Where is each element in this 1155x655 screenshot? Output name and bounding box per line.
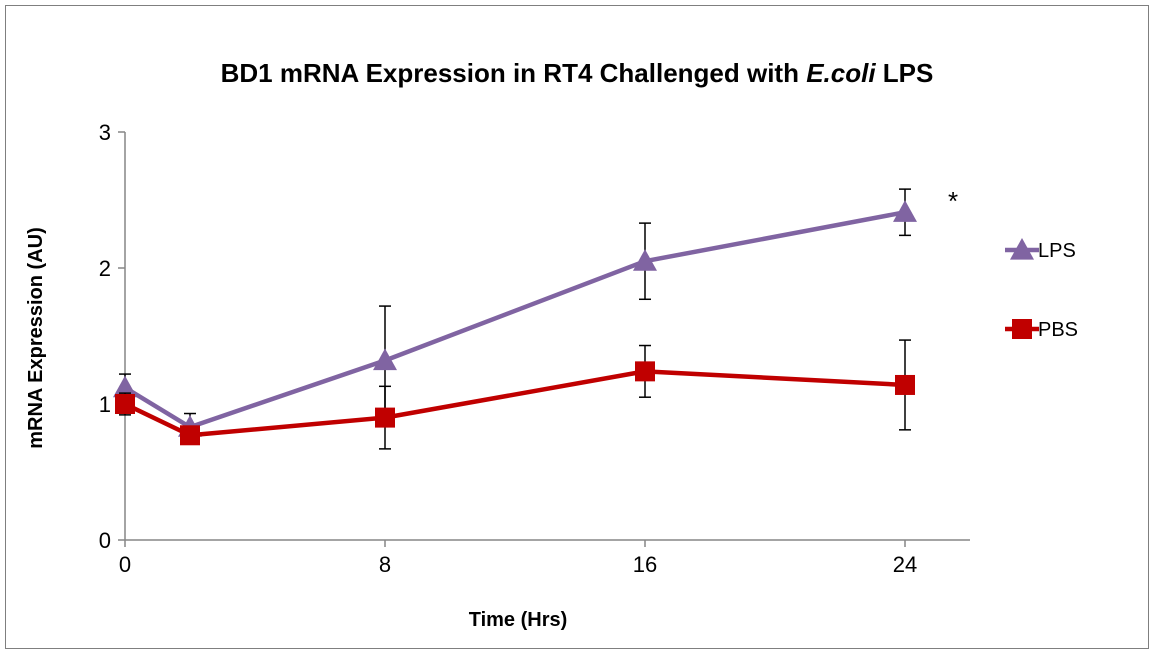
y-tick-label: 3 bbox=[99, 120, 111, 145]
chart-title-italic: E.coli bbox=[806, 58, 876, 88]
data-point bbox=[893, 200, 917, 222]
data-point bbox=[633, 249, 657, 271]
x-tick-label: 8 bbox=[379, 552, 391, 577]
data-point bbox=[895, 374, 915, 395]
legend-marker bbox=[1012, 319, 1032, 339]
axes: 0 1 2 3 0 8 16 24 bbox=[99, 120, 970, 577]
data-point bbox=[373, 348, 397, 371]
data-point bbox=[375, 407, 395, 428]
x-tick-label: 16 bbox=[633, 552, 657, 577]
y-axis-label: mRNA Expression (AU) bbox=[25, 227, 47, 449]
y-tick-label: 1 bbox=[99, 392, 111, 417]
x-tick-label: 24 bbox=[893, 552, 917, 577]
chart-frame bbox=[5, 5, 1149, 649]
legend-marker bbox=[1010, 238, 1034, 260]
x-tick-label: 0 bbox=[119, 552, 131, 577]
data-point bbox=[180, 425, 200, 446]
legend-label: PBS bbox=[1038, 319, 1078, 341]
y-tick-label: 2 bbox=[99, 256, 111, 281]
legend: LPS PBS bbox=[1005, 238, 1078, 341]
data-point bbox=[115, 394, 135, 414]
series-layer: * bbox=[113, 186, 958, 450]
series-pbs bbox=[115, 339, 915, 450]
significance-annotation: * bbox=[948, 186, 958, 216]
y-tick-label: 0 bbox=[99, 528, 111, 553]
legend-label: LPS bbox=[1038, 240, 1076, 262]
x-axis-label: Time (Hrs) bbox=[469, 609, 568, 631]
chart-title-suffix: LPS bbox=[876, 58, 934, 88]
data-point bbox=[635, 361, 655, 382]
legend-item-lps: LPS bbox=[1005, 238, 1076, 262]
series-line bbox=[124, 369, 906, 438]
data-point bbox=[113, 375, 137, 398]
chart-title-prefix: BD1 mRNA Expression in RT4 Challenged wi… bbox=[221, 58, 807, 88]
series-lps bbox=[113, 188, 917, 442]
legend-item-pbs: PBS bbox=[1005, 319, 1078, 341]
chart-title: BD1 mRNA Expression in RT4 Challenged wi… bbox=[221, 58, 934, 88]
